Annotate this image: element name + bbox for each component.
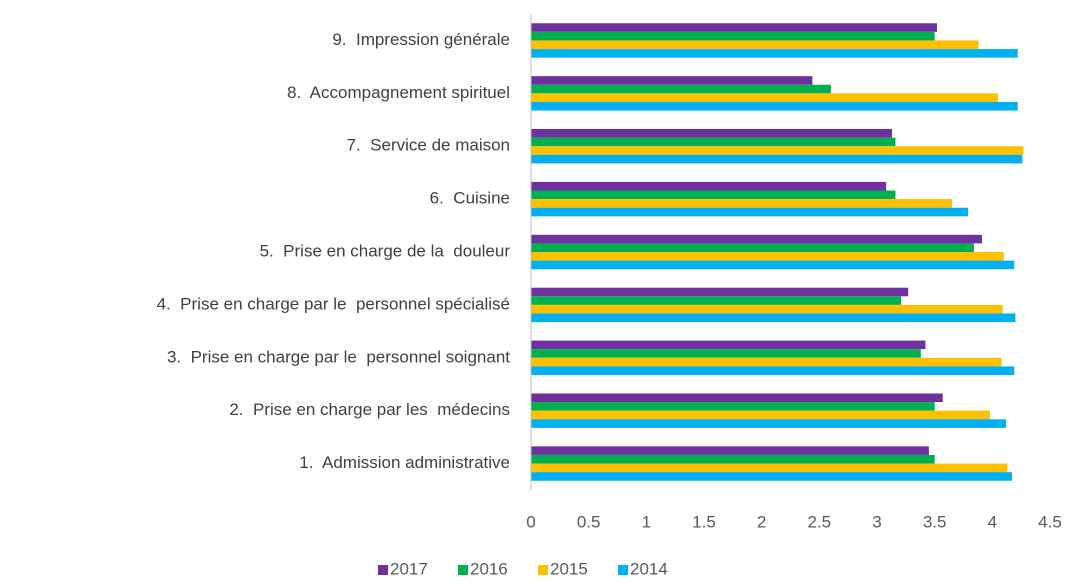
category-label: 1. Admission administrative: [299, 453, 510, 472]
x-tick-label: 4.5: [1038, 512, 1062, 531]
x-tick-label: 3: [872, 512, 881, 531]
legend-label: 2017: [390, 559, 428, 578]
x-tick-label: 0: [526, 512, 535, 531]
x-tick-label: 2: [757, 512, 766, 531]
legend-swatch: [538, 565, 548, 575]
bar: [531, 313, 1016, 323]
x-tick-label: 1.5: [692, 512, 716, 531]
bar: [531, 296, 902, 305]
bar: [531, 190, 896, 200]
bar: [531, 84, 831, 94]
bar: [531, 304, 1003, 314]
category-label: 9. Impression générale: [332, 30, 510, 49]
bar: [531, 446, 929, 455]
bar: [531, 181, 887, 191]
legend-swatch: [458, 565, 468, 575]
category-label: 5. Prise en charge de la douleur: [260, 241, 511, 260]
bar: [531, 419, 1007, 428]
legend-label: 2015: [550, 559, 588, 578]
bar: [531, 243, 974, 252]
category-label: 8. Accompagnement spirituel: [287, 83, 510, 102]
bar: [531, 207, 969, 217]
category-label: 7. Service de maison: [347, 136, 510, 155]
bar: [531, 154, 1023, 164]
bar: [531, 234, 982, 244]
x-tick-label: 4: [988, 512, 997, 531]
bar: [531, 260, 1015, 270]
legend-label: 2016: [470, 559, 508, 578]
bar: [531, 129, 892, 138]
legend-swatch: [618, 565, 628, 575]
x-tick-label: 2.5: [808, 512, 832, 531]
legend-label: 2014: [630, 559, 668, 578]
x-tick-label: 3.5: [923, 512, 947, 531]
bar: [531, 199, 952, 208]
bar: [531, 410, 991, 420]
bar: [531, 454, 935, 464]
bar: [531, 93, 999, 102]
bar: [531, 349, 921, 358]
category-label: 3. Prise en charge par le personnel soig…: [167, 347, 510, 366]
bar: [531, 357, 1002, 367]
bar: [531, 23, 937, 32]
legend-swatch: [378, 565, 388, 575]
category-label: 4. Prise en charge par le personnel spéc…: [157, 294, 510, 313]
bar: [531, 49, 1018, 58]
bar: [531, 402, 935, 411]
bar: [531, 252, 1004, 261]
bar: [531, 101, 1018, 111]
x-tick-label: 0.5: [577, 512, 601, 531]
bar: [531, 137, 896, 147]
bar: [531, 463, 1008, 473]
bar: [531, 287, 909, 297]
category-label: 2. Prise en charge par les médecins: [229, 400, 510, 419]
x-tick-label: 1: [642, 512, 651, 531]
bar: [531, 366, 1015, 375]
bar: [531, 393, 943, 403]
bar: [531, 40, 979, 50]
bar: [531, 472, 1012, 481]
bar: [531, 340, 926, 350]
bar: [531, 146, 1024, 155]
bar: [531, 76, 813, 85]
category-label: 6. Cuisine: [430, 189, 510, 208]
bar: [531, 31, 935, 41]
